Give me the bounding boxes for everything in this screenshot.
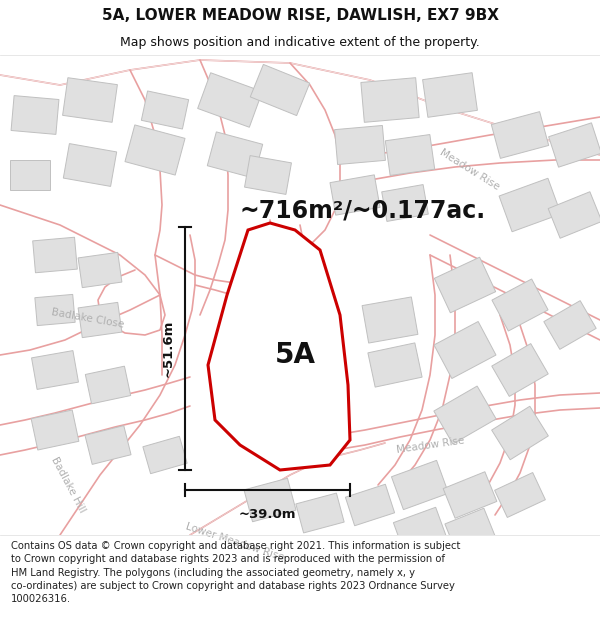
Text: 5A, LOWER MEADOW RISE, DAWLISH, EX7 9BX: 5A, LOWER MEADOW RISE, DAWLISH, EX7 9BX (101, 8, 499, 23)
Bar (445, 508, 495, 552)
Bar (31, 410, 79, 450)
Bar (85, 426, 131, 464)
Bar (491, 406, 548, 460)
Bar (434, 321, 496, 379)
Bar (35, 294, 75, 326)
Bar (492, 279, 548, 331)
Bar (394, 508, 446, 552)
Bar (244, 478, 296, 522)
Bar (11, 96, 59, 134)
Text: ~716m²/~0.177ac.: ~716m²/~0.177ac. (240, 198, 486, 222)
Bar (142, 91, 188, 129)
Text: Meadow Rise: Meadow Rise (395, 435, 464, 455)
Text: ~51.6m: ~51.6m (162, 320, 175, 377)
Text: ~39.0m: ~39.0m (239, 508, 296, 521)
Bar (250, 64, 310, 116)
Bar (78, 302, 122, 338)
Bar (382, 184, 428, 221)
Bar (491, 112, 548, 158)
Text: Lower Meadow Rise: Lower Meadow Rise (185, 521, 286, 562)
Bar (434, 258, 496, 312)
Bar (544, 301, 596, 349)
Bar (296, 493, 344, 533)
Bar (362, 297, 418, 343)
Bar (32, 351, 79, 389)
Bar (499, 178, 561, 232)
Polygon shape (208, 223, 350, 470)
Bar (32, 238, 77, 272)
Bar (78, 253, 122, 288)
Bar (10, 160, 50, 190)
Bar (443, 472, 497, 518)
Text: Badlake Hill: Badlake Hill (49, 456, 87, 514)
Text: Map shows position and indicative extent of the property.: Map shows position and indicative extent… (120, 36, 480, 49)
Text: 5A: 5A (275, 341, 316, 369)
Bar (335, 126, 385, 164)
Text: Meadow Rise: Meadow Rise (439, 148, 502, 192)
Bar (245, 156, 292, 194)
Bar (346, 484, 395, 526)
Bar (434, 386, 496, 444)
Bar (330, 175, 380, 215)
Bar (85, 366, 131, 404)
Bar (391, 461, 449, 509)
Bar (143, 436, 187, 474)
Bar (422, 72, 478, 118)
Bar (197, 72, 262, 127)
Bar (368, 343, 422, 387)
Text: Badlake Close: Badlake Close (51, 307, 125, 329)
Bar (385, 134, 435, 176)
Bar (62, 78, 118, 122)
Bar (361, 78, 419, 122)
Bar (125, 125, 185, 175)
Text: Contains OS data © Crown copyright and database right 2021. This information is : Contains OS data © Crown copyright and d… (11, 541, 460, 604)
Bar (494, 472, 545, 518)
Bar (548, 123, 600, 167)
Bar (548, 192, 600, 238)
Bar (64, 144, 116, 186)
Bar (207, 132, 263, 178)
Bar (492, 344, 548, 396)
